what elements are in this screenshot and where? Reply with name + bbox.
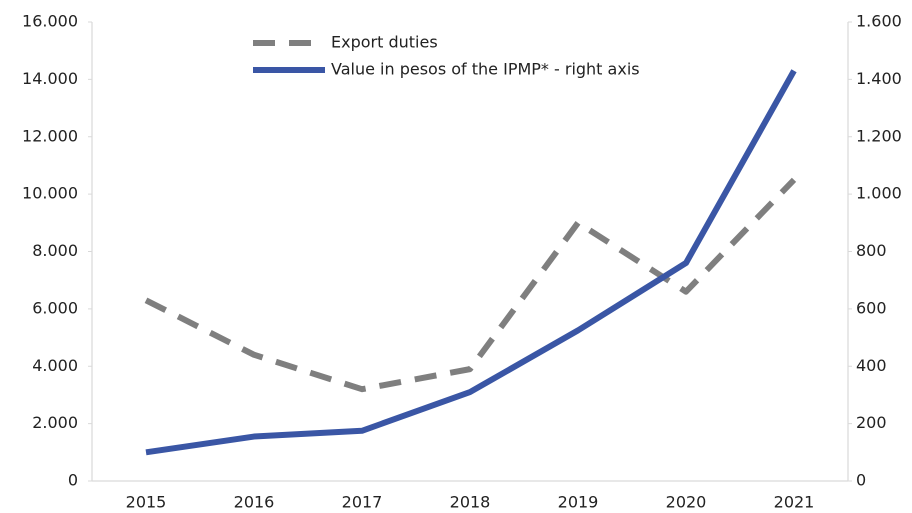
y-tick-label: 8.000 (32, 241, 78, 260)
y-tick-label: 0 (68, 471, 78, 490)
y-tick-label: 2.000 (32, 413, 78, 432)
y2-tick-label: 0 (856, 471, 866, 490)
y-tick-label: 16.000 (22, 12, 78, 31)
y-tick-label: 14.000 (22, 69, 78, 88)
x-tick-label: 2015 (126, 493, 167, 512)
legend-label: Export duties (331, 33, 438, 52)
y2-tick-label: 1.000 (856, 184, 902, 203)
x-tick-label: 2020 (666, 493, 707, 512)
x-tick-label: 2019 (558, 493, 599, 512)
y-tick-label: 6.000 (32, 298, 78, 317)
y2-tick-label: 1.400 (856, 69, 902, 88)
y-tick-label: 12.000 (22, 126, 78, 145)
y2-tick-label: 1.600 (856, 12, 902, 31)
y2-tick-label: 200 (856, 413, 887, 432)
x-tick-label: 2017 (342, 493, 383, 512)
x-tick-label: 2016 (234, 493, 275, 512)
y-tick-label: 4.000 (32, 356, 78, 375)
y2-tick-label: 800 (856, 241, 887, 260)
y2-tick-label: 600 (856, 298, 887, 317)
line-series (145, 69, 797, 456)
y2-tick-label: 400 (856, 356, 887, 375)
y2-tick-label: 1.200 (856, 126, 902, 145)
y-tick-label: 10.000 (22, 184, 78, 203)
legend-label: Value in pesos of the IPMP* - right axis (331, 60, 640, 79)
x-tick-label: 2018 (450, 493, 491, 512)
x-tick-label: 2021 (774, 493, 815, 512)
line-series (144, 177, 797, 393)
